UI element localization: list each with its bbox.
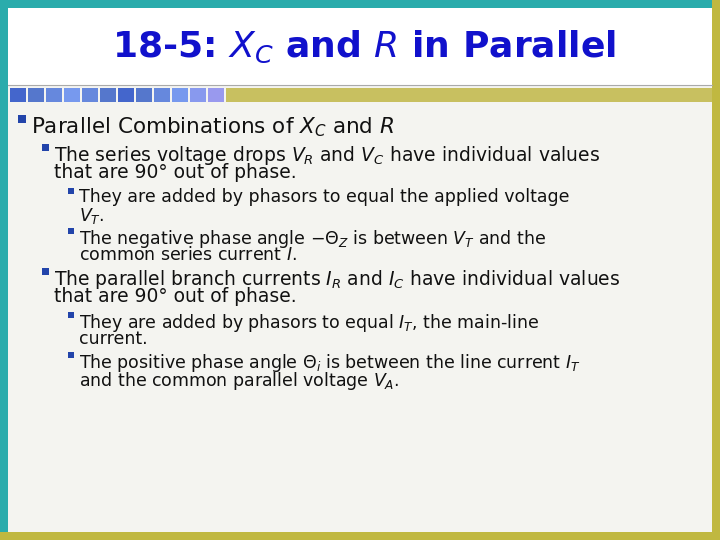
Bar xyxy=(226,88,712,102)
Bar xyxy=(10,88,26,102)
Bar xyxy=(28,88,44,102)
Bar xyxy=(46,88,62,102)
Bar xyxy=(68,312,74,318)
Text: that are 90° out of phase.: that are 90° out of phase. xyxy=(54,163,297,182)
Bar xyxy=(0,0,720,8)
Bar xyxy=(208,88,224,102)
Text: They are added by phasors to equal the applied voltage: They are added by phasors to equal the a… xyxy=(79,188,570,206)
Text: that are 90° out of phase.: that are 90° out of phase. xyxy=(54,287,297,306)
Bar xyxy=(100,88,116,102)
Text: The positive phase angle Θ$_i$ is between the line current $I_T$: The positive phase angle Θ$_i$ is betwee… xyxy=(79,352,580,374)
Text: $V_T$.: $V_T$. xyxy=(79,206,104,226)
Bar xyxy=(136,88,152,102)
Bar xyxy=(190,88,206,102)
Bar xyxy=(0,0,8,540)
Text: The parallel branch currents $I_R$ and $I_C$ have individual values: The parallel branch currents $I_R$ and $… xyxy=(54,268,621,291)
Text: They are added by phasors to equal $I_T$, the main-line: They are added by phasors to equal $I_T$… xyxy=(79,312,539,334)
Text: The negative phase angle −Θ$_Z$ is between $V_T$ and the: The negative phase angle −Θ$_Z$ is betwe… xyxy=(79,228,546,250)
Text: and the common parallel voltage $V_A$.: and the common parallel voltage $V_A$. xyxy=(79,370,400,392)
Bar xyxy=(172,88,188,102)
Text: common series current $I$.: common series current $I$. xyxy=(79,246,297,264)
Bar xyxy=(118,88,134,102)
Text: The series voltage drops $V_R$ and $V_C$ have individual values: The series voltage drops $V_R$ and $V_C$… xyxy=(54,144,600,167)
Bar xyxy=(42,144,49,151)
Text: Parallel Combinations of $X_C$ and $R$: Parallel Combinations of $X_C$ and $R$ xyxy=(31,115,395,139)
Bar xyxy=(68,188,74,194)
Bar xyxy=(154,88,170,102)
Text: 18-5: $X_C$ and $R$ in Parallel: 18-5: $X_C$ and $R$ in Parallel xyxy=(112,29,616,65)
Bar xyxy=(8,8,712,85)
Bar xyxy=(82,88,98,102)
Bar xyxy=(42,268,49,275)
Bar xyxy=(18,115,26,123)
Bar xyxy=(0,532,720,540)
Text: current.: current. xyxy=(79,330,148,348)
Bar xyxy=(68,352,74,358)
Bar xyxy=(64,88,80,102)
Bar xyxy=(68,228,74,234)
Bar xyxy=(712,0,720,540)
